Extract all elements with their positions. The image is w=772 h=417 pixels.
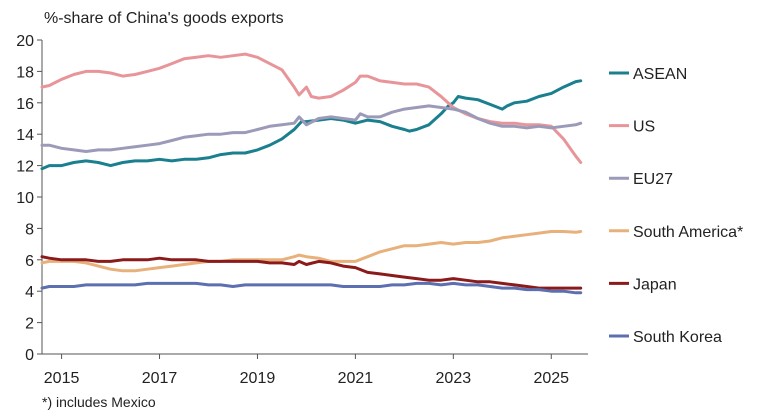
x-tick-label: 2025 bbox=[533, 370, 569, 387]
y-tick-label: 4 bbox=[25, 284, 34, 301]
x-tick-label: 2019 bbox=[240, 370, 276, 387]
series-line-asean bbox=[40, 79, 583, 171]
legend-label: South Korea bbox=[633, 329, 722, 346]
y-tick-label: 10 bbox=[16, 190, 34, 207]
chart-title: %-share of China's goods exports bbox=[44, 10, 284, 27]
y-tick-label: 20 bbox=[16, 33, 34, 50]
series-line-eu27 bbox=[40, 104, 583, 153]
y-axis-ticks: 0 2 4 6 8 10 12 14 16 18 20 bbox=[16, 33, 42, 364]
series-lines bbox=[40, 52, 583, 295]
x-tick-label: 2021 bbox=[338, 370, 374, 387]
x-tick-label: 2023 bbox=[436, 370, 472, 387]
legend-label: US bbox=[633, 119, 655, 136]
y-tick-label: 16 bbox=[16, 96, 34, 113]
y-tick-label: 2 bbox=[25, 316, 34, 333]
legend-label: South America* bbox=[633, 224, 743, 241]
legend-label: ASEAN bbox=[633, 66, 687, 83]
footnote: *) includes Mexico bbox=[42, 394, 156, 410]
legend-label: Japan bbox=[633, 276, 677, 293]
series-line-south-america bbox=[40, 230, 583, 273]
y-tick-label: 8 bbox=[25, 221, 34, 238]
legend-label: EU27 bbox=[633, 171, 673, 188]
legend: ASEAN US EU27 South America* Japan South Kore… bbox=[609, 66, 743, 346]
series-line-south-korea bbox=[40, 281, 583, 295]
y-tick-label: 14 bbox=[16, 127, 34, 144]
y-tick-label: 0 bbox=[25, 347, 34, 364]
x-tick-label: 2017 bbox=[142, 370, 178, 387]
y-tick-label: 18 bbox=[16, 64, 34, 81]
series-line-japan bbox=[40, 255, 583, 290]
y-tick-label: 6 bbox=[25, 253, 34, 270]
x-axis-ticks: 2015 2017 2019 2021 2023 2025 bbox=[44, 354, 569, 387]
x-tick-label: 2015 bbox=[44, 370, 80, 387]
y-tick-label: 12 bbox=[16, 159, 34, 176]
